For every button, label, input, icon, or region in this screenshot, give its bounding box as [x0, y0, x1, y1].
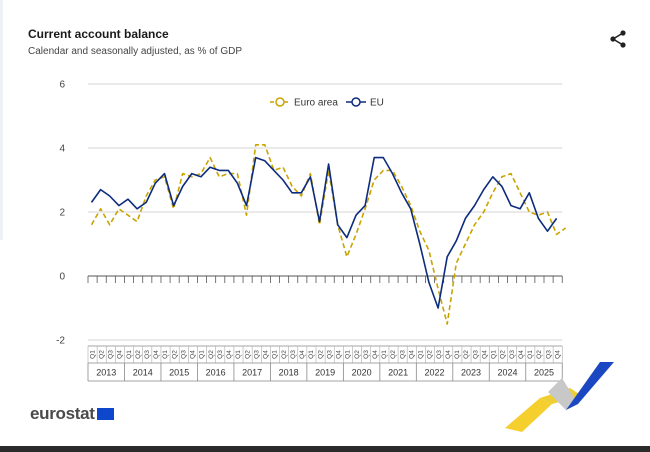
- year-tick-label: 2014: [133, 368, 153, 378]
- quarter-tick-label: Q1: [454, 350, 461, 359]
- year-tick-label: 2019: [315, 368, 335, 378]
- quarter-tick-label: Q4: [445, 350, 452, 359]
- year-tick-label: 2016: [206, 368, 226, 378]
- legend-marker-icon: [351, 97, 361, 107]
- quarter-tick-label: Q2: [317, 350, 324, 359]
- quarter-tick-label: Q1: [272, 350, 279, 359]
- legend-label: EU: [370, 98, 384, 109]
- legend-label: Euro area: [294, 98, 338, 109]
- quarter-tick-label: Q4: [554, 350, 561, 359]
- quarter-tick-label: Q2: [536, 350, 543, 359]
- eurostat-logo: eurostat: [30, 404, 114, 424]
- quarter-tick-label: Q3: [472, 350, 479, 359]
- year-tick-label: 2013: [96, 368, 116, 378]
- year-tick-label: 2017: [242, 368, 262, 378]
- quarter-tick-label: Q2: [244, 350, 251, 359]
- quarter-tick-label: Q1: [491, 350, 498, 359]
- quarter-tick-label: Q4: [336, 350, 343, 359]
- legend-marker-icon: [275, 97, 285, 107]
- quarter-tick-label: Q3: [253, 350, 260, 359]
- year-tick-label: 2015: [169, 368, 189, 378]
- year-tick-label: 2024: [498, 368, 518, 378]
- legend-item-eu: EU: [346, 97, 384, 109]
- quarter-tick-label: Q3: [180, 350, 187, 359]
- y-tick-label: 0: [59, 272, 65, 283]
- quarter-tick-label: Q3: [144, 350, 151, 359]
- quarter-tick-label: Q1: [126, 350, 133, 359]
- quarter-tick-label: Q3: [108, 350, 115, 359]
- quarter-tick-label: Q1: [527, 350, 534, 359]
- quarter-tick-label: Q4: [518, 350, 525, 359]
- chart-title: Current account balance: [28, 27, 169, 41]
- quarter-tick-label: Q2: [208, 350, 215, 359]
- quarter-tick-label: Q4: [299, 350, 306, 359]
- quarter-tick-label: Q4: [226, 350, 233, 359]
- series-line-euro-area: [90, 144, 567, 325]
- quarter-tick-label: Q3: [399, 350, 406, 359]
- quarter-tick-label: Q1: [308, 350, 315, 359]
- series-line-eu: [90, 156, 558, 309]
- year-tick-label: 2023: [461, 368, 481, 378]
- quarter-tick-label: Q1: [89, 350, 96, 359]
- quarter-tick-label: Q4: [263, 350, 270, 359]
- logo-text: eurostat: [30, 404, 95, 423]
- year-tick-label: 2021: [388, 368, 408, 378]
- quarter-tick-label: Q4: [372, 350, 379, 359]
- year-tick-label: 2025: [534, 368, 554, 378]
- quarter-tick-label: Q1: [162, 350, 169, 359]
- quarter-tick-label: Q3: [545, 350, 552, 359]
- quarter-tick-label: Q2: [135, 350, 142, 359]
- quarter-tick-label: Q3: [509, 350, 516, 359]
- quarter-tick-label: Q1: [235, 350, 242, 359]
- quarter-tick-label: Q2: [171, 350, 178, 359]
- quarter-tick-label: Q4: [153, 350, 160, 359]
- eu-flag-icon: [96, 408, 114, 420]
- chart-subtitle: Calendar and seasonally adjusted, as % o…: [28, 46, 243, 57]
- year-tick-label: 2018: [279, 368, 299, 378]
- y-tick-label: 2: [59, 208, 65, 219]
- quarter-tick-label: Q2: [463, 350, 470, 359]
- quarter-tick-label: Q4: [408, 350, 415, 359]
- quarter-tick-label: Q2: [98, 350, 105, 359]
- y-tick-label: 6: [59, 80, 65, 91]
- quarter-tick-label: Q1: [199, 350, 206, 359]
- quarter-tick-label: Q2: [427, 350, 434, 359]
- quarter-tick-label: Q3: [326, 350, 333, 359]
- y-tick-label: 4: [59, 144, 65, 155]
- year-tick-label: 2020: [352, 368, 372, 378]
- decorative-swoosh-graphic: [505, 362, 614, 432]
- year-tick-label: 2022: [425, 368, 445, 378]
- page-edge-strip: [0, 0, 3, 240]
- quarter-tick-label: Q2: [354, 350, 361, 359]
- legend-item-euro-area: Euro area: [270, 97, 338, 109]
- quarter-tick-label: Q2: [390, 350, 397, 359]
- quarter-tick-label: Q3: [290, 350, 297, 359]
- quarter-tick-label: Q4: [481, 350, 488, 359]
- quarter-tick-label: Q2: [281, 350, 288, 359]
- bottom-bar: [0, 446, 650, 452]
- quarter-tick-label: Q3: [363, 350, 370, 359]
- quarter-tick-label: Q1: [381, 350, 388, 359]
- quarter-tick-label: Q2: [500, 350, 507, 359]
- quarter-tick-label: Q1: [418, 350, 425, 359]
- quarter-tick-label: Q4: [190, 350, 197, 359]
- quarter-tick-label: Q4: [117, 350, 124, 359]
- quarter-tick-label: Q1: [345, 350, 352, 359]
- quarter-tick-label: Q3: [217, 350, 224, 359]
- y-tick-label: -2: [56, 336, 65, 347]
- share-icon[interactable]: [608, 29, 628, 49]
- quarter-tick-label: Q3: [436, 350, 443, 359]
